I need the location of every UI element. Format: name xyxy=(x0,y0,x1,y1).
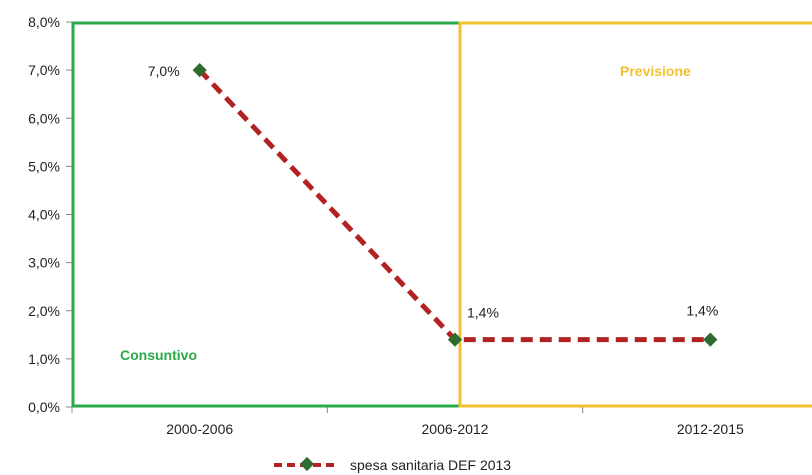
y-tick-label: 7,0% xyxy=(28,62,60,78)
series-points xyxy=(192,63,718,347)
y-tick-label: 6,0% xyxy=(28,110,60,126)
y-tick-label: 4,0% xyxy=(28,207,60,223)
data-point xyxy=(703,332,718,347)
data-label: 1,4% xyxy=(467,305,499,321)
data-label: 1,4% xyxy=(686,303,718,319)
y-tick-label: 3,0% xyxy=(28,255,60,271)
y-axis: 0,0% 1,0% 2,0% 3,0% 4,0% 5,0% 6,0% 7,0% 8,0% xyxy=(28,14,73,415)
y-tick-label: 1,0% xyxy=(28,351,60,367)
x-axis: 2000-2006 2006-2012 2012-2015 xyxy=(71,406,812,437)
data-label: 7,0% xyxy=(148,63,180,79)
legend-label: spesa sanitaria DEF 2013 xyxy=(350,457,511,473)
consuntivo-label: Consuntivo xyxy=(120,347,197,363)
y-tick-label: 8,0% xyxy=(28,14,60,30)
y-tick-label: 0,0% xyxy=(28,399,60,415)
data-labels: 7,0% 1,4% 1,4% xyxy=(148,63,719,321)
previsione-region xyxy=(458,21,812,408)
x-tick-label: 2006-2012 xyxy=(422,421,489,437)
data-point xyxy=(447,332,463,347)
x-tick-label: 2012-2015 xyxy=(677,421,744,437)
series-line xyxy=(197,68,711,343)
series-polyline xyxy=(197,68,711,343)
y-tick-label: 2,0% xyxy=(28,303,60,319)
legend: spesa sanitaria DEF 2013 xyxy=(274,456,511,473)
x-tick-label: 2000-2006 xyxy=(166,421,233,437)
y-tick-label: 5,0% xyxy=(28,158,60,174)
legend-marker-swatch xyxy=(299,456,315,472)
previsione-label: Previsione xyxy=(620,63,691,79)
